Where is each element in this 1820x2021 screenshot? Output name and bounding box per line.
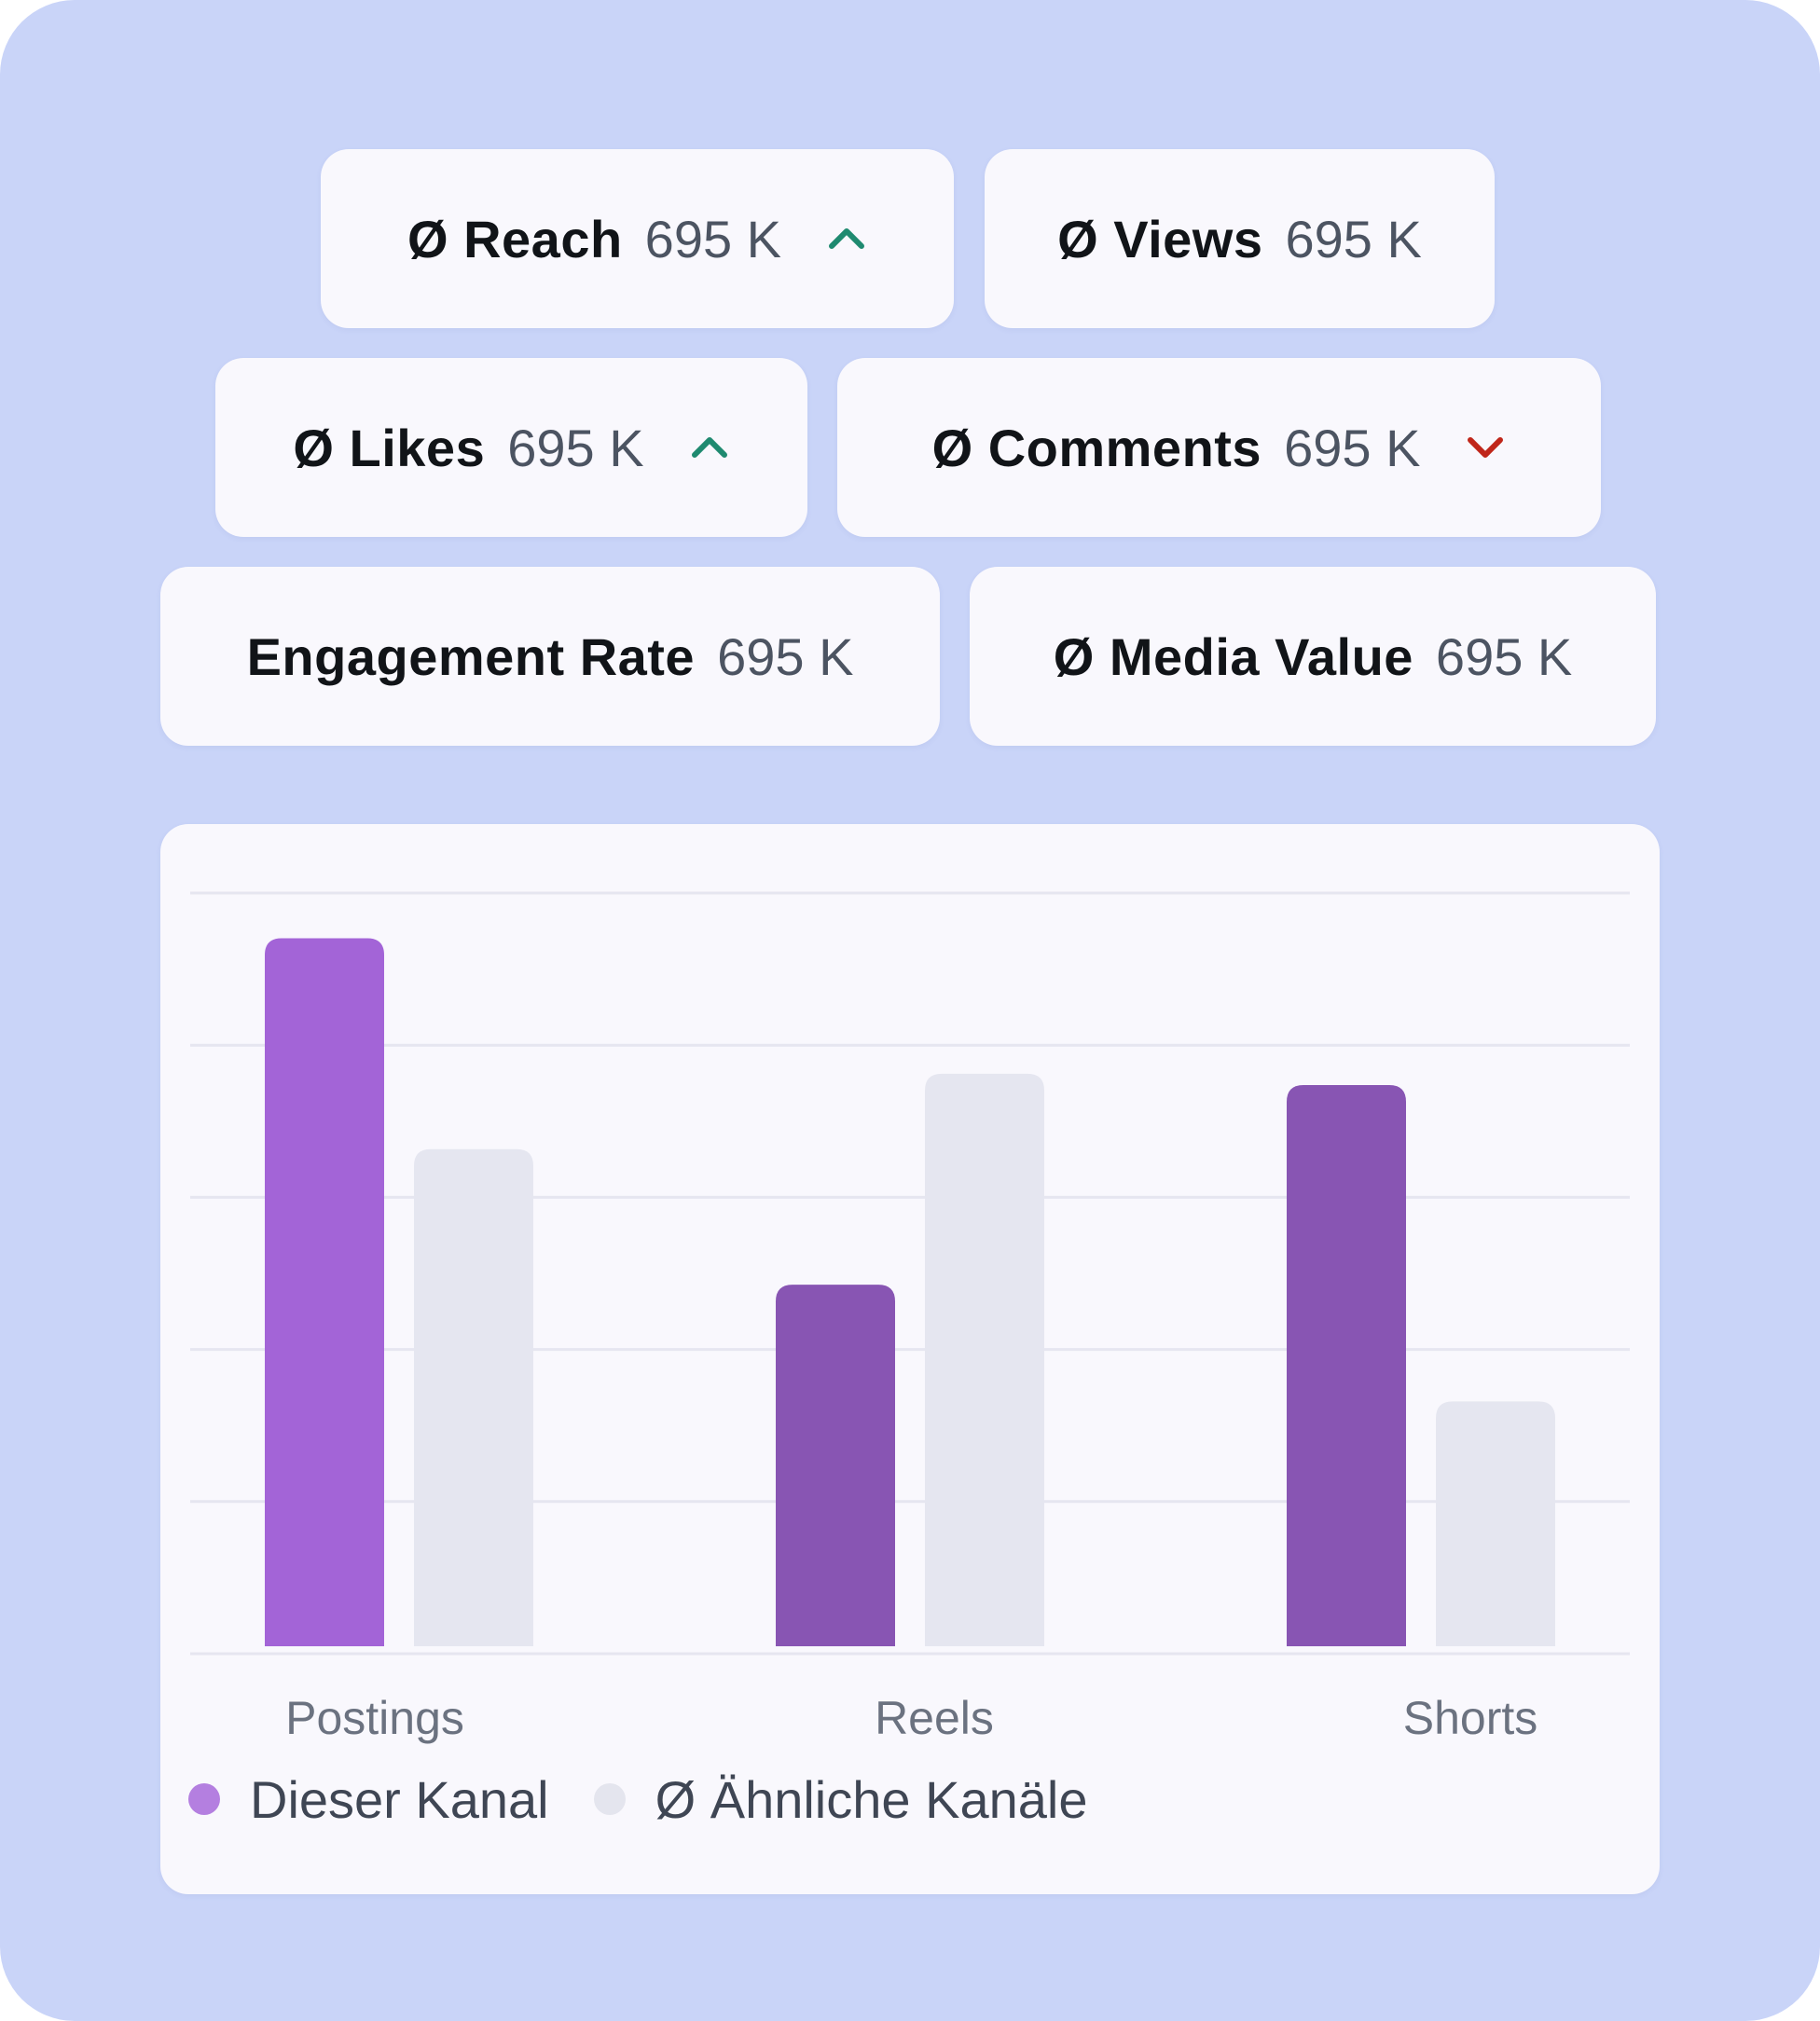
legend-item-series-2: Ø Ähnliche Kanäle: [593, 1769, 1088, 1830]
metric-value: 695 K: [1285, 209, 1422, 268]
metric-label: Ø Comments: [931, 418, 1262, 477]
metric-label: Engagement Rate: [246, 626, 696, 686]
legend-label: Dieser Kanal: [250, 1769, 549, 1829]
metric-value: 695 K: [1435, 626, 1573, 686]
metric-pill-engagement-rate: Engagement Rate 695 K: [160, 567, 940, 746]
bar-reels-series-2: [925, 1073, 1044, 1646]
bar-postings-series-1: [265, 938, 384, 1646]
legend-item-series-1: Dieser Kanal: [188, 1769, 549, 1830]
trend-up-icon: [689, 427, 730, 468]
x-tick-label: Reels: [875, 1692, 994, 1744]
bar-chart: [190, 891, 1630, 1656]
metric-value: 695 K: [1284, 418, 1421, 477]
legend-swatch: [188, 1783, 220, 1815]
metric-value: 695 K: [644, 209, 782, 268]
bar-chart-card: Postings Reels Shorts Dieser Kanal Ø Ähnli…: [160, 824, 1660, 1894]
metric-label: Ø Reach: [407, 209, 623, 268]
metric-pill-views: Ø Views 695 K: [985, 149, 1495, 328]
metric-pill-likes: Ø Likes 695 K: [215, 358, 807, 537]
bar-reels-series-1: [776, 1285, 895, 1646]
metric-value: 695 K: [507, 418, 644, 477]
bar-postings-series-2: [414, 1148, 533, 1646]
metric-label: Ø Media Value: [1053, 626, 1413, 686]
metric-pill-reach: Ø Reach 695 K: [321, 149, 954, 328]
chart-legend: Dieser Kanal Ø Ähnliche Kanäle: [188, 1762, 1132, 1836]
metric-label: Ø Likes: [293, 418, 486, 477]
bar-shorts-series-1: [1287, 1085, 1406, 1646]
trend-up-icon: [826, 218, 867, 259]
legend-swatch: [593, 1783, 626, 1815]
x-tick-label: Postings: [285, 1692, 464, 1744]
metric-pill-media-value: Ø Media Value 695 K: [970, 567, 1656, 746]
metric-label: Ø Views: [1057, 209, 1263, 268]
metric-pill-comments: Ø Comments 695 K: [837, 358, 1601, 537]
x-tick-label: Shorts: [1402, 1692, 1538, 1744]
metric-value: 695 K: [717, 626, 854, 686]
bar-shorts-series-2: [1436, 1401, 1555, 1646]
legend-label: Ø Ähnliche Kanäle: [655, 1769, 1088, 1829]
trend-down-icon: [1465, 427, 1506, 468]
